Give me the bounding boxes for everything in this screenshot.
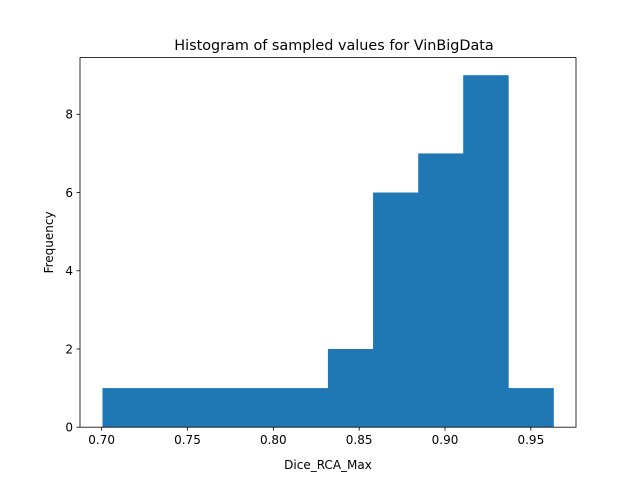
y-tick-label: 4 — [65, 264, 73, 278]
y-tick-label: 0 — [65, 421, 73, 435]
x-axis-ticks: 0.70 0.75 0.80 0.85 0.90 0.95 — [88, 427, 544, 447]
x-tick-label: 0.75 — [174, 433, 201, 447]
histogram-bar — [282, 388, 329, 428]
plot-frame — [79, 57, 577, 428]
x-tick-label: 0.90 — [432, 433, 459, 447]
x-tick-label: 0.70 — [88, 433, 115, 447]
y-axis-ticks: 0 2 4 6 8 — [65, 108, 80, 435]
y-tick-label: 8 — [65, 108, 73, 122]
x-axis-label: Dice_RCA_Max — [284, 458, 372, 472]
bars-group — [102, 75, 554, 428]
y-axis-label: Frequency — [42, 211, 56, 273]
chart-title: Histogram of sampled values for VinBigDa… — [174, 38, 493, 54]
x-tick-label: 0.85 — [346, 433, 373, 447]
histogram-bar — [373, 192, 419, 428]
histogram-bar — [147, 388, 193, 428]
histogram-bar — [192, 388, 239, 428]
x-tick-label: 0.95 — [517, 433, 544, 447]
histogram-bar — [463, 75, 509, 428]
histogram-bar — [102, 388, 148, 428]
x-tick-label: 0.80 — [260, 433, 287, 447]
histogram-bar — [418, 153, 464, 428]
histogram-bar — [508, 388, 554, 428]
histogram-bar — [237, 388, 284, 428]
histogram-bar — [327, 348, 374, 428]
y-tick-label: 2 — [65, 342, 73, 356]
y-tick-label: 6 — [65, 186, 73, 200]
